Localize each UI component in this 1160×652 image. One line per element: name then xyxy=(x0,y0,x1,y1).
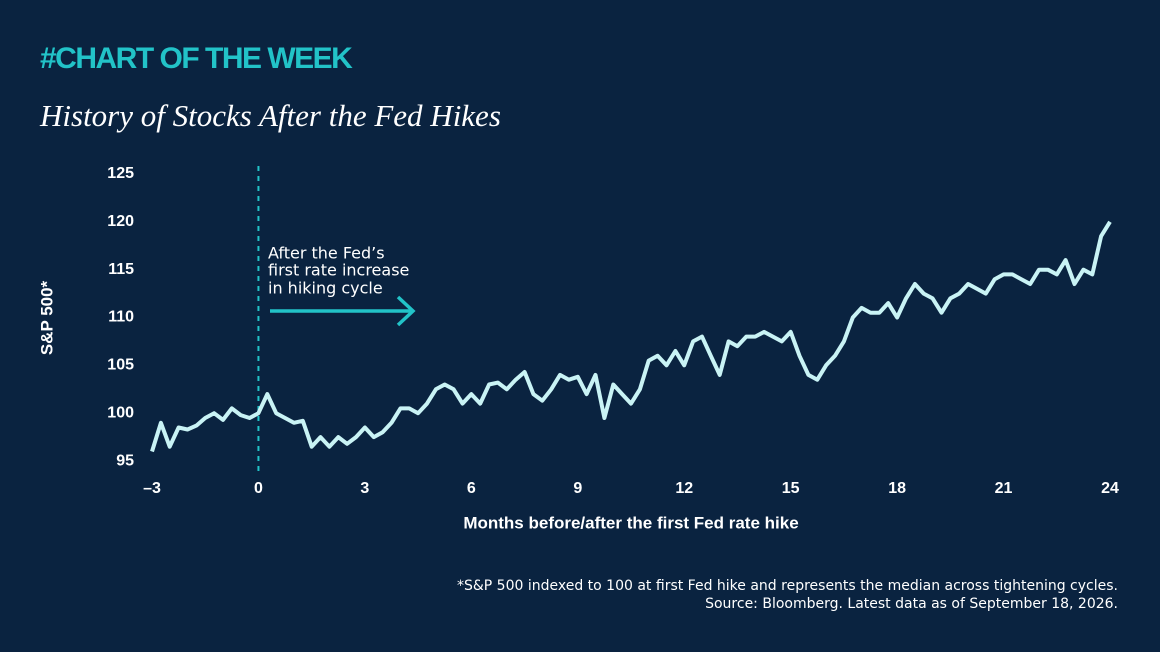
y-tick-label: 110 xyxy=(108,309,134,326)
x-tick-label: 6 xyxy=(467,480,476,497)
x-axis-label: Months before/after the first Fed rate h… xyxy=(463,513,798,532)
y-tick-label: 100 xyxy=(107,404,134,421)
y-tick-label: 120 xyxy=(107,213,134,230)
y-tick-label: 115 xyxy=(108,261,134,278)
y-tick-label: 95 xyxy=(116,452,134,469)
y-tick-label: 105 xyxy=(107,357,134,374)
x-tick-label: 18 xyxy=(888,480,906,497)
x-tick-label: 15 xyxy=(782,480,800,497)
x-tick-label: 21 xyxy=(995,480,1013,497)
chart-title: History of Stocks After the Fed Hikes xyxy=(39,98,501,133)
x-tick-label: 3 xyxy=(360,480,369,497)
footnote: Source: Bloomberg. Latest data as of Sep… xyxy=(705,596,1118,612)
annotation: first rate increase xyxy=(268,261,409,280)
y-tick-label: 125 xyxy=(107,165,134,182)
annotation-arrow xyxy=(270,295,416,327)
annotation: After the Fed’s xyxy=(268,244,385,263)
annotation: in hiking cycle xyxy=(268,279,383,298)
x-tick-label: 9 xyxy=(573,480,582,497)
footnote: *S&P 500 indexed to 100 at first Fed hik… xyxy=(457,578,1118,594)
x-tick-label: 24 xyxy=(1101,480,1119,497)
kicker: #CHART OF THE WEEK xyxy=(40,42,353,75)
arrow-head xyxy=(396,295,416,327)
y-axis-label: S&P 500* xyxy=(37,280,56,355)
x-tick-label: 12 xyxy=(675,480,693,497)
data-line xyxy=(150,220,1112,453)
x-tick-label: 0 xyxy=(254,480,263,497)
x-tick-label: –3 xyxy=(143,480,161,497)
